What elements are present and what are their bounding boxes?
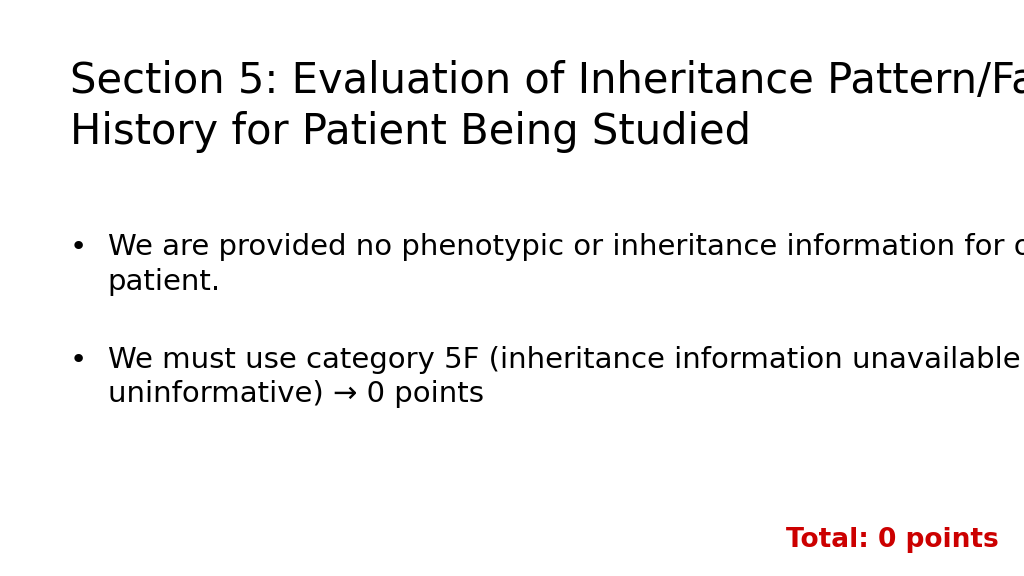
Text: Total: 0 points: Total: 0 points xyxy=(785,527,998,553)
Text: We must use category 5F (inheritance information unavailable or
uninformative) →: We must use category 5F (inheritance inf… xyxy=(108,346,1024,408)
Text: We are provided no phenotypic or inheritance information for our
patient.: We are provided no phenotypic or inherit… xyxy=(108,233,1024,296)
Text: •: • xyxy=(70,233,87,262)
Text: •: • xyxy=(70,346,87,374)
Text: Section 5: Evaluation of Inheritance Pattern/Family
History for Patient Being St: Section 5: Evaluation of Inheritance Pat… xyxy=(70,60,1024,153)
